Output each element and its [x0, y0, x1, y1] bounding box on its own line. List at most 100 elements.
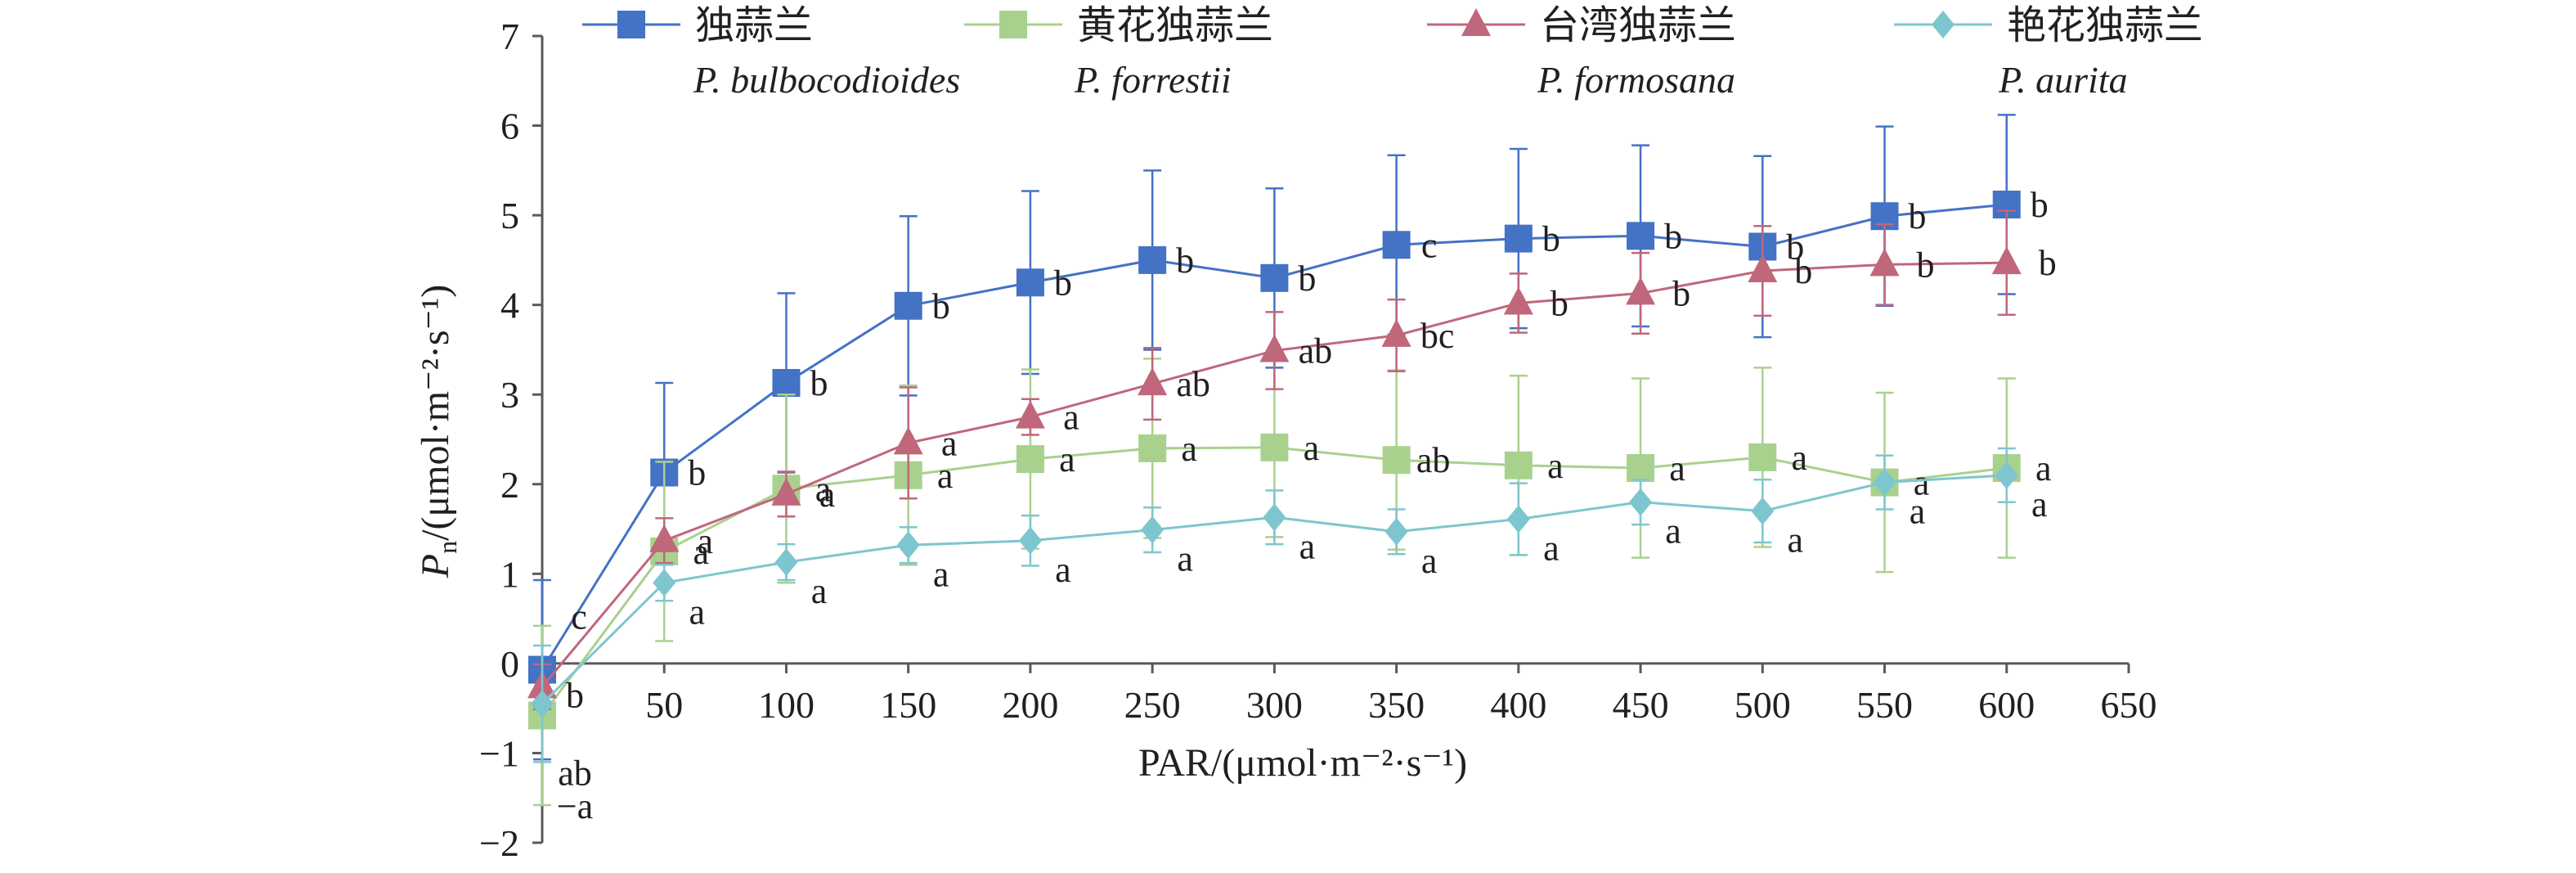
y-axis-title-sub: n	[433, 541, 462, 554]
marker-square	[1627, 454, 1655, 483]
significance-label: a	[1177, 539, 1193, 579]
significance-label: b	[810, 363, 828, 403]
significance-label: a	[2031, 484, 2048, 524]
legend-label: 黄花独蒜兰	[1077, 2, 1273, 48]
marker-square	[999, 11, 1027, 38]
significance-label: ab	[1176, 364, 1210, 404]
y-tick-label: −1	[479, 732, 519, 774]
significance-label: bc	[1420, 316, 1455, 356]
marker-diamond	[774, 548, 798, 577]
y-axis-title: Pn/(μmol·m⁻²·s⁻¹)	[414, 285, 462, 578]
significance-label: c	[571, 597, 587, 637]
x-tick-label: 50	[645, 684, 683, 726]
legend-item-2: 黄花独蒜兰	[964, 2, 1273, 48]
significance-label: a	[689, 592, 705, 632]
y-tick-label: 7	[500, 16, 519, 57]
legend-sci-name: P. formosana	[1537, 59, 1735, 101]
marker-square	[1627, 222, 1655, 250]
marker-diamond	[1506, 505, 1530, 533]
marker-diamond	[653, 569, 676, 597]
y-tick-label: 3	[500, 374, 519, 416]
significance-label: a	[937, 456, 954, 496]
marker-triangle	[1626, 277, 1656, 305]
significance-label: b	[1672, 273, 1690, 313]
marker-square	[894, 291, 922, 320]
significance-label: c	[1421, 225, 1438, 265]
marker-triangle	[1748, 254, 1778, 283]
marker-triangle	[771, 477, 801, 506]
marker-diamond	[1932, 11, 1954, 38]
marker-triangle	[649, 524, 680, 552]
x-tick-label: 200	[1002, 684, 1058, 726]
legend-item-3: 台湾独蒜兰	[1427, 2, 1736, 48]
marker-triangle	[1259, 334, 1290, 362]
significance-label: b	[1917, 245, 1935, 285]
marker-triangle	[1461, 8, 1491, 36]
y-tick-label: 4	[500, 285, 519, 326]
x-tick-label: 250	[1124, 684, 1181, 726]
significance-label: ab	[1416, 440, 1451, 480]
legend-item-4: 艳花独蒜兰	[1894, 2, 2203, 48]
y-axis-title-main: P	[414, 554, 457, 578]
marker-triangle	[1869, 248, 1900, 277]
marker-triangle	[1138, 367, 1168, 396]
x-tick-label: 500	[1735, 684, 1791, 726]
marker-diamond	[1751, 497, 1775, 525]
significance-label: a	[1914, 463, 1930, 503]
y-tick-label: 5	[500, 195, 519, 236]
marker-square	[1504, 224, 1533, 253]
legend-label: 台湾独蒜兰	[1540, 2, 1736, 48]
significance-label: a	[1669, 448, 1685, 488]
significance-label: a	[1299, 526, 1316, 566]
legend-item-1: 独蒜兰	[582, 2, 813, 48]
legend: 独蒜兰 黄花独蒜兰 台湾独蒜兰 艳花独蒜兰 P. bulbocodioides P. fo…	[582, 2, 2203, 101]
significance-label: a	[1059, 439, 1075, 479]
x-tick-label: 600	[1978, 684, 2035, 726]
x-tick-label: 300	[1246, 684, 1303, 726]
significance-label: a	[1910, 492, 1926, 532]
significance-label: a	[2035, 448, 2052, 488]
significance-label: a	[697, 521, 713, 561]
significance-label: a	[693, 532, 709, 572]
marker-diamond	[1384, 517, 1408, 546]
x-tick-label: 150	[880, 684, 936, 726]
marker-square	[617, 11, 645, 38]
marker-square	[1382, 231, 1411, 259]
legend-label: 独蒜兰	[695, 2, 813, 48]
significance-label: a	[933, 554, 949, 594]
legend-sci-name: P. aurita	[1998, 59, 2128, 101]
marker-diamond	[896, 531, 920, 560]
y-tick-label: 0	[500, 643, 519, 685]
significance-label: b	[1054, 263, 1072, 303]
significance-label: b	[1794, 251, 1812, 291]
significance-label: a	[811, 571, 828, 611]
x-tick-label: 450	[1613, 684, 1669, 726]
significance-label: b	[932, 286, 950, 326]
significance-label: b	[1786, 227, 1804, 267]
significance-label: a	[1665, 511, 1681, 551]
significance-label: a	[1063, 398, 1079, 438]
marker-square	[1504, 451, 1533, 479]
significance-label: b	[688, 453, 706, 493]
marker-triangle	[1991, 246, 2022, 275]
significance-label: a	[1547, 446, 1564, 486]
x-tick-label: 400	[1490, 684, 1546, 726]
significance-label: b	[2031, 185, 2049, 225]
marker-diamond	[1263, 503, 1286, 532]
marker-square	[1382, 446, 1411, 475]
significance-label: b	[1298, 259, 1316, 299]
y-tick-label: 6	[500, 106, 519, 147]
x-tick-label: 550	[1856, 684, 1913, 726]
marker-diamond	[1629, 488, 1653, 516]
x-tick-label: 100	[758, 684, 815, 726]
significance-label: b	[1551, 283, 1568, 323]
significance-label: a	[1792, 438, 1808, 478]
significance-label: ab	[1299, 331, 1333, 371]
significance-label: a	[941, 423, 958, 463]
x-tick-label: 350	[1368, 684, 1425, 726]
